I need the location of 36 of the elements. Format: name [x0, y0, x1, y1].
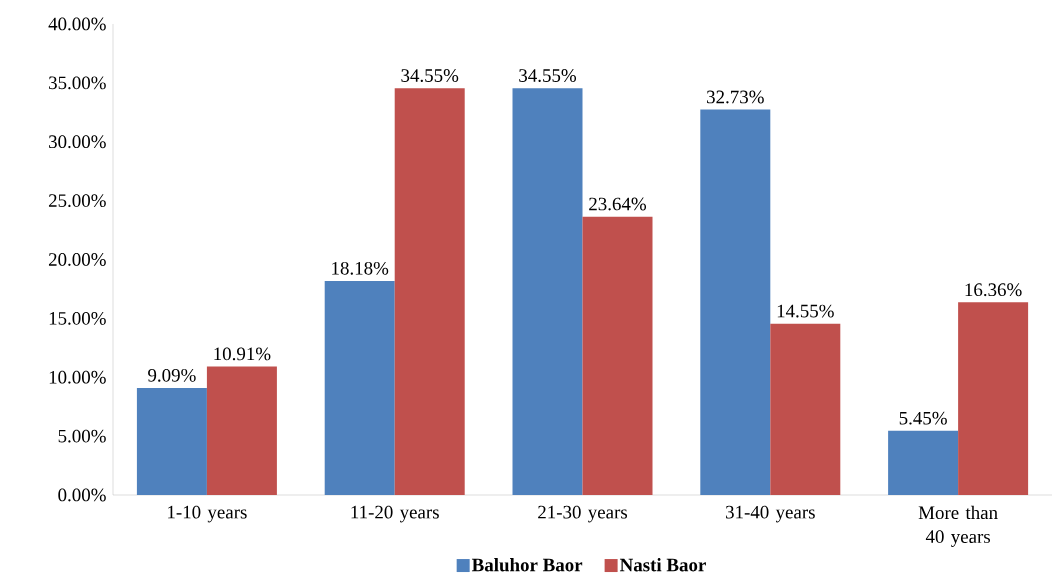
data-label: 10.91%	[214, 347, 271, 361]
bar	[324, 280, 395, 495]
bar	[958, 302, 1029, 495]
data-label: 18.18%	[332, 261, 389, 275]
legend-label: Baluhor Baor	[471, 558, 583, 572]
data-label: 34.55%	[401, 69, 459, 82]
y-tick-label: 35.00%	[49, 76, 106, 90]
x-tick-label: 21-30 years	[538, 505, 628, 523]
y-tick-label: 0.00%	[58, 488, 106, 502]
y-tick-label: 10.00%	[49, 370, 106, 384]
legend-label: Nasti Baor	[619, 558, 706, 572]
y-tick-label: 20.00%	[48, 253, 106, 266]
data-label: 32.73%	[707, 90, 764, 104]
data-label: 16.36%	[965, 283, 1022, 297]
bar	[888, 430, 959, 495]
y-tick-label: 25.00%	[48, 194, 106, 208]
y-tick-label: 15.00%	[49, 311, 106, 325]
x-tick-label: More than 40 years	[918, 505, 998, 547]
y-tick-label: 40.00%	[48, 17, 106, 31]
bar	[136, 387, 207, 495]
bar	[700, 109, 771, 495]
data-label: 14.55%	[777, 304, 834, 318]
bar	[206, 366, 277, 495]
bar	[394, 88, 465, 495]
x-tick-label: 31-40 years	[726, 505, 815, 523]
data-label: 34.55%	[519, 69, 577, 82]
y-tick-label: 5.00%	[58, 429, 106, 443]
y-tick-label: 30.00%	[49, 135, 106, 149]
data-label: 5.45%	[899, 411, 947, 425]
data-label: 9.09%	[148, 368, 196, 382]
bar	[512, 88, 583, 495]
data-label: 23.64%	[589, 197, 647, 211]
bar	[582, 216, 653, 495]
x-tick-label: 1-10 years	[168, 505, 247, 523]
bar	[770, 323, 841, 495]
x-tick-label: 11-20 years	[351, 505, 439, 523]
